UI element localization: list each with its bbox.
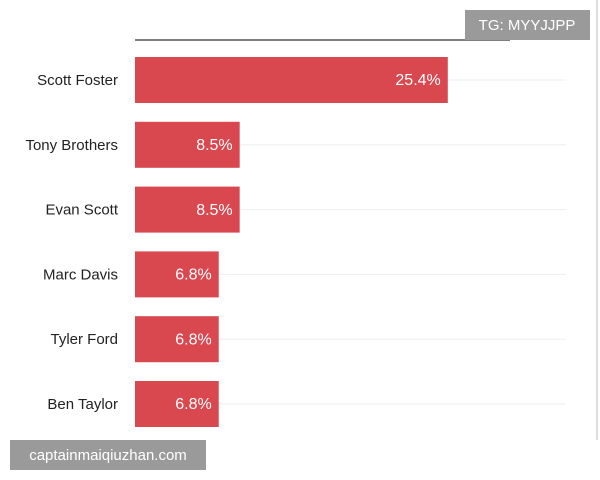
category-label: Marc Davis (43, 266, 118, 283)
bar (135, 251, 219, 298)
value-label: 8.5% (196, 202, 232, 219)
watermark: TG: MYYJJPP (479, 17, 576, 34)
bar (135, 121, 240, 168)
category-label: Evan Scott (45, 202, 118, 219)
bar (135, 186, 240, 233)
value-label: 8.5% (196, 137, 232, 154)
category-label: Tyler Ford (50, 331, 118, 348)
value-label: 25.4% (395, 72, 440, 89)
bar (135, 57, 448, 103)
category-label: Tony Brothers (25, 137, 118, 154)
value-label: 6.8% (175, 267, 211, 284)
bar (135, 381, 219, 427)
value-label: 6.8% (175, 331, 211, 348)
watermark-box (10, 440, 206, 470)
category-label: Ben Taylor (47, 396, 118, 413)
value-label: 6.8% (175, 396, 211, 413)
watermark-box (465, 10, 590, 40)
bar (135, 316, 219, 363)
watermark: captainmaiqiuzhan.com (29, 447, 187, 464)
category-label: Scott Foster (37, 72, 118, 89)
